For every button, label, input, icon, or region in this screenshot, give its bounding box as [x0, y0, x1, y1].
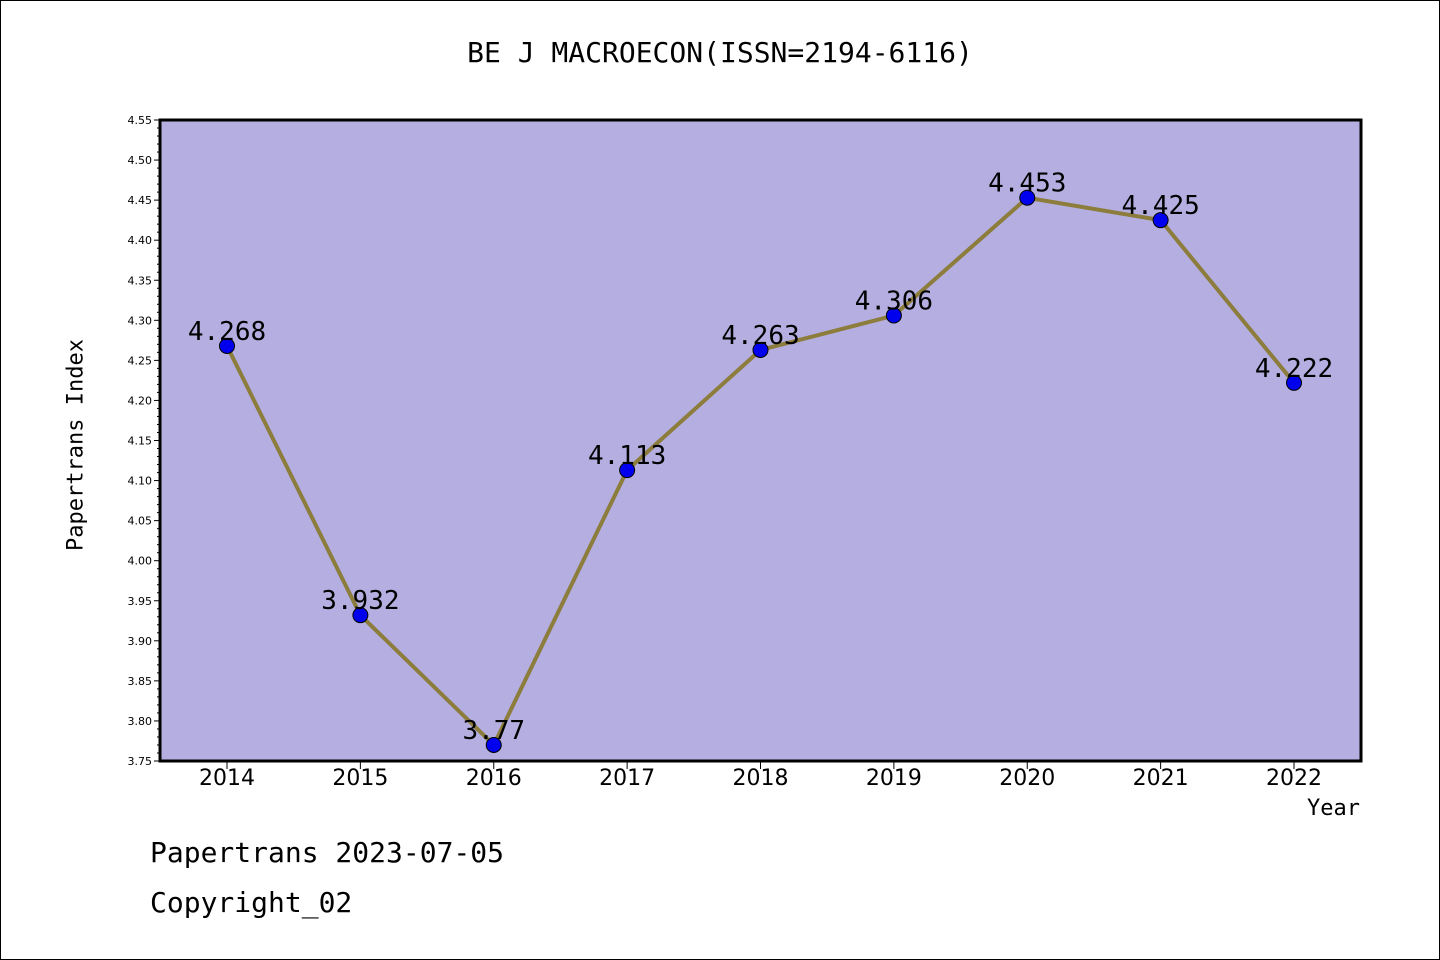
footer-copyright-text: Copyright_02 — [150, 886, 353, 919]
x-tick-label: 2021 — [1133, 766, 1189, 791]
y-tick-label: 3.85 — [128, 675, 153, 688]
data-value-label: 4.113 — [588, 441, 666, 471]
data-point-marker — [752, 341, 769, 358]
x-tick-label: 2017 — [599, 766, 655, 791]
x-axis-ticks: 2014 2015 2016 2017 2018 2019 2020 2021 2022 — [199, 761, 1322, 791]
y-tick-label: 4.40 — [128, 234, 153, 247]
series-group — [219, 189, 1302, 753]
x-tick-label: 2015 — [332, 766, 388, 791]
y-axis-ticks: 3.75 3.80 3.85 3.90 3.95 4.00 4.05 4.10 4.15 4.20… — [128, 114, 160, 768]
data-value-label: 4.425 — [1121, 191, 1199, 221]
y-tick-label: 4.55 — [128, 114, 153, 127]
data-point-marker — [219, 337, 235, 354]
data-point-marker — [885, 307, 902, 324]
y-tick-label: 4.20 — [128, 394, 153, 407]
y-tick-label: 3.95 — [128, 595, 153, 608]
data-value-label: 3.77 — [462, 716, 525, 746]
y-tick-label: 3.75 — [128, 755, 153, 768]
x-tick-label: 2019 — [866, 766, 922, 791]
chart-title: BE J MACROECON(ISSN=2194-6116) — [467, 36, 973, 69]
x-tick-label: 2022 — [1266, 766, 1322, 791]
x-tick-label: 2016 — [466, 766, 522, 791]
data-point-marker — [485, 736, 502, 753]
y-tick-label: 4.10 — [128, 475, 153, 488]
data-point-marker — [352, 607, 369, 624]
footer-date-text: Papertrans 2023-07-05 — [150, 836, 505, 869]
data-value-label: 3.932 — [321, 586, 399, 616]
data-point-marker — [1286, 374, 1302, 391]
y-tick-label: 4.05 — [128, 515, 153, 528]
data-value-label: 4.222 — [1255, 354, 1333, 384]
data-value-label: 4.306 — [855, 287, 933, 317]
plot-border — [158, 118, 1363, 763]
data-labels: 4.268 3.932 3.77 4.113 4.263 4.306 4.453 4.425 4… — [188, 169, 1333, 746]
x-tick-label: 2018 — [733, 766, 789, 791]
data-value-label: 4.268 — [188, 317, 266, 347]
data-point-marker — [619, 462, 636, 479]
x-axis-label: Year — [1307, 796, 1360, 821]
data-value-label: 4.263 — [721, 321, 799, 351]
y-tick-label: 4.45 — [128, 194, 153, 207]
data-value-label: 4.453 — [988, 169, 1066, 199]
y-tick-label: 3.90 — [128, 635, 153, 648]
y-tick-label: 4.35 — [128, 274, 153, 287]
x-tick-label: 2020 — [999, 766, 1055, 791]
y-tick-label: 3.80 — [128, 715, 153, 728]
x-tick-label: 2014 — [199, 766, 255, 791]
y-tick-label: 4.50 — [128, 154, 153, 167]
y-tick-label: 4.25 — [128, 354, 153, 367]
data-point-marker — [1152, 212, 1169, 229]
y-tick-label: 4.00 — [128, 555, 153, 568]
y-tick-label: 4.30 — [128, 314, 153, 327]
y-tick-label: 4.15 — [128, 435, 153, 448]
data-point-marker — [1019, 189, 1036, 206]
